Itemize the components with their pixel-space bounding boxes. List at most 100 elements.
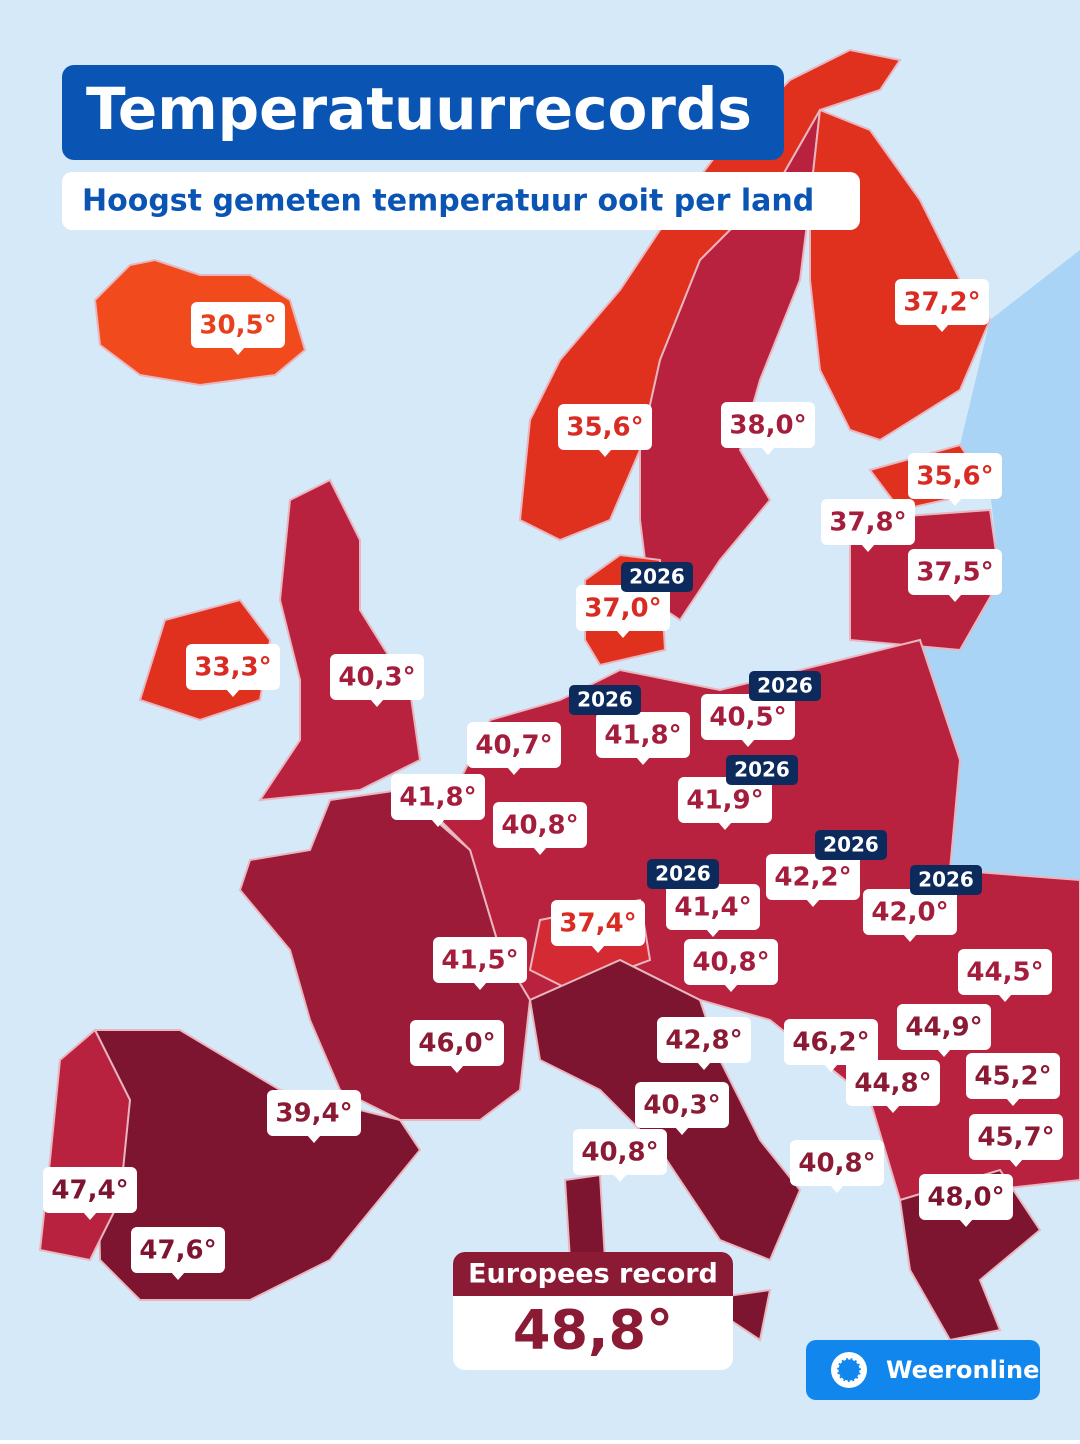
label-pointer <box>533 847 547 855</box>
label-box <box>821 499 915 545</box>
label-box <box>635 1082 729 1128</box>
temperature-label: 45,2° <box>966 1053 1060 1106</box>
label-text: 40,5° <box>709 703 786 733</box>
label-pointer <box>431 819 445 827</box>
label-box <box>657 1017 751 1063</box>
label-box <box>790 1140 884 1186</box>
year-tag <box>749 671 821 701</box>
label-box <box>684 939 778 985</box>
temperature-label: 37,4° <box>551 900 645 953</box>
temperature-label: 39,4° <box>267 1090 361 1143</box>
label-box <box>191 302 285 348</box>
label-text: 45,2° <box>974 1062 1051 1092</box>
temperature-label: 40,7° <box>467 722 561 775</box>
temperature-label: 42,8° <box>657 1017 751 1070</box>
label-pointer <box>937 1049 951 1057</box>
label-pointer <box>998 994 1012 1002</box>
label-text: 42,8° <box>665 1026 742 1056</box>
temperature-label: 38,0° <box>721 402 815 455</box>
label-box <box>493 802 587 848</box>
label-text: 40,8° <box>581 1138 658 1168</box>
temperature-label: 40,3° <box>330 654 424 707</box>
label-text: 47,6° <box>139 1236 216 1266</box>
label-box <box>666 884 760 930</box>
label-pointer <box>706 929 720 937</box>
label-text: 46,0° <box>418 1029 495 1059</box>
year-text: 2026 <box>823 833 879 857</box>
title: Temperatuurrecords <box>86 75 752 143</box>
temperature-label: 48,0° <box>919 1174 1013 1227</box>
label-box <box>766 854 860 900</box>
label-box <box>678 777 772 823</box>
label-text: 37,0° <box>584 594 661 624</box>
label-pointer <box>761 447 775 455</box>
label-pointer <box>697 1062 711 1070</box>
temperature-label: 46,2° <box>784 1019 878 1072</box>
year-tag <box>647 859 719 889</box>
label-text: 44,9° <box>905 1013 982 1043</box>
label-pointer <box>83 1212 97 1220</box>
temperature-label: 30,5° <box>191 302 285 355</box>
label-box <box>131 1227 225 1273</box>
label-box <box>969 1114 1063 1160</box>
label-pointer <box>948 498 962 506</box>
label-text: 41,4° <box>674 893 751 923</box>
label-text: 37,8° <box>829 508 906 538</box>
year-tag <box>569 685 641 715</box>
label-pointer <box>830 1185 844 1193</box>
label-text: 35,6° <box>916 462 993 492</box>
label-box <box>596 712 690 758</box>
label-pointer <box>724 984 738 992</box>
temperature-label: 40,5° 2026 <box>701 671 821 747</box>
label-box <box>895 279 989 325</box>
brand: Weeronline <box>806 1340 1040 1400</box>
temperature-label: 41,8° <box>391 774 485 827</box>
label-box <box>573 1129 667 1175</box>
label-text: 42,2° <box>774 863 851 893</box>
label-pointer <box>370 699 384 707</box>
temperature-label: 37,0° 2026 <box>576 562 693 638</box>
year-tag <box>621 562 693 592</box>
label-text: 40,7° <box>475 731 552 761</box>
label-text: 45,7° <box>977 1123 1054 1153</box>
label-pointer <box>935 324 949 332</box>
temperature-label: 40,8° <box>493 802 587 855</box>
label-pointer <box>307 1135 321 1143</box>
year-tag <box>910 865 982 895</box>
label-pointer <box>171 1272 185 1280</box>
label-pointer <box>903 934 917 942</box>
label-pointer <box>613 1174 627 1182</box>
record-value: 48,8° <box>513 1299 673 1362</box>
label-pointer <box>226 689 240 697</box>
label-pointer <box>231 347 245 355</box>
temperature-label: 44,5° <box>958 949 1052 1002</box>
label-box <box>966 1053 1060 1099</box>
label-text: 38,0° <box>729 411 806 441</box>
label-text: 37,5° <box>916 558 993 588</box>
title-box <box>62 65 784 160</box>
label-box <box>433 937 527 983</box>
label-pointer <box>616 630 630 638</box>
label-box <box>43 1167 137 1213</box>
temperature-label: 42,0° 2026 <box>863 865 982 942</box>
label-pointer <box>824 1064 838 1072</box>
label-pointer <box>861 544 875 552</box>
temperature-label: 44,9° <box>897 1004 991 1057</box>
year-tag <box>815 830 887 860</box>
label-text: 37,4° <box>559 909 636 939</box>
label-pointer <box>886 1105 900 1113</box>
label-text: 41,5° <box>441 946 518 976</box>
temperature-label: 41,9° 2026 <box>678 755 798 830</box>
label-pointer <box>741 739 755 747</box>
label-box <box>784 1019 878 1065</box>
year-text: 2026 <box>918 868 974 892</box>
label-text: 40,3° <box>643 1091 720 1121</box>
temperature-label: 40,3° <box>635 1082 729 1135</box>
label-pointer <box>948 594 962 602</box>
year-text: 2026 <box>655 862 711 886</box>
label-text: 41,8° <box>604 721 681 751</box>
label-text: 42,0° <box>871 898 948 928</box>
temperature-label: 40,8° <box>684 939 778 992</box>
label-pointer <box>636 757 650 765</box>
label-box <box>958 949 1052 995</box>
